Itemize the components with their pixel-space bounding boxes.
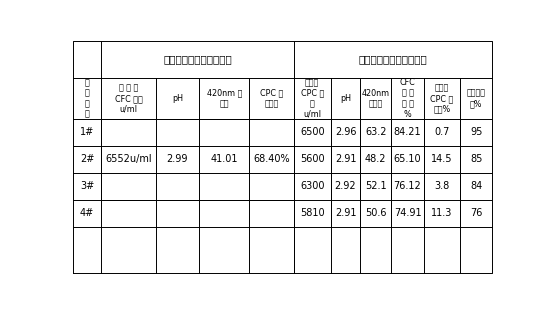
Text: 95: 95 [470, 128, 482, 137]
Text: 3#: 3# [80, 181, 94, 191]
Text: pH: pH [340, 94, 351, 103]
Text: 76: 76 [470, 208, 482, 218]
Text: 11.3: 11.3 [431, 208, 453, 218]
Text: 50.6: 50.6 [365, 208, 386, 218]
Text: 4#: 4# [80, 208, 94, 218]
Text: 68.40%: 68.40% [253, 154, 290, 165]
Text: CPC 液
相纯度: CPC 液 相纯度 [260, 89, 283, 108]
Text: 84: 84 [470, 181, 482, 191]
Text: 发 酵 液
CFC 浓度
u/ml: 发 酵 液 CFC 浓度 u/ml [115, 84, 142, 114]
Text: 65.10: 65.10 [394, 154, 422, 165]
Text: 74.91: 74.91 [394, 208, 422, 218]
Text: pH: pH [172, 94, 183, 103]
Text: 6300: 6300 [300, 181, 325, 191]
Text: 2.99: 2.99 [166, 154, 188, 165]
Text: 0.7: 0.7 [434, 128, 450, 137]
Text: 树脂处理后的发酵液指标: 树脂处理后的发酵液指标 [359, 55, 427, 65]
Text: 蛋白截留
率%: 蛋白截留 率% [467, 89, 485, 108]
Text: 420nm 透
光率: 420nm 透 光率 [207, 89, 242, 108]
Text: 420nm
透光率: 420nm 透光率 [361, 89, 390, 108]
Text: 5600: 5600 [300, 154, 325, 165]
Text: 85: 85 [470, 154, 482, 165]
Text: 树脂处理前的发酵液指标: 树脂处理前的发酵液指标 [163, 55, 232, 65]
Text: 料
脂
样
品: 料 脂 样 品 [85, 78, 89, 118]
Text: 52.1: 52.1 [365, 181, 387, 191]
Text: 2.91: 2.91 [335, 208, 356, 218]
Text: 发酵液
CPC 浓
度
u/ml: 发酵液 CPC 浓 度 u/ml [301, 78, 324, 118]
Text: 84.21: 84.21 [394, 128, 422, 137]
Text: 63.2: 63.2 [365, 128, 386, 137]
Text: 发酵液
CPC 损
失率%: 发酵液 CPC 损 失率% [430, 84, 453, 114]
Text: 14.5: 14.5 [431, 154, 453, 165]
Text: 6552u/ml: 6552u/ml [105, 154, 152, 165]
Text: 5810: 5810 [300, 208, 325, 218]
Text: 3.8: 3.8 [434, 181, 450, 191]
Text: 2.91: 2.91 [335, 154, 356, 165]
Text: 48.2: 48.2 [365, 154, 386, 165]
Text: 2#: 2# [80, 154, 94, 165]
Text: 6500: 6500 [300, 128, 325, 137]
Text: 2.92: 2.92 [335, 181, 356, 191]
Text: 2.96: 2.96 [335, 128, 356, 137]
Text: CFC
液 相
纯 度
%: CFC 液 相 纯 度 % [399, 78, 415, 118]
Text: 41.01: 41.01 [210, 154, 238, 165]
Text: 76.12: 76.12 [393, 181, 422, 191]
Text: 1#: 1# [80, 128, 94, 137]
